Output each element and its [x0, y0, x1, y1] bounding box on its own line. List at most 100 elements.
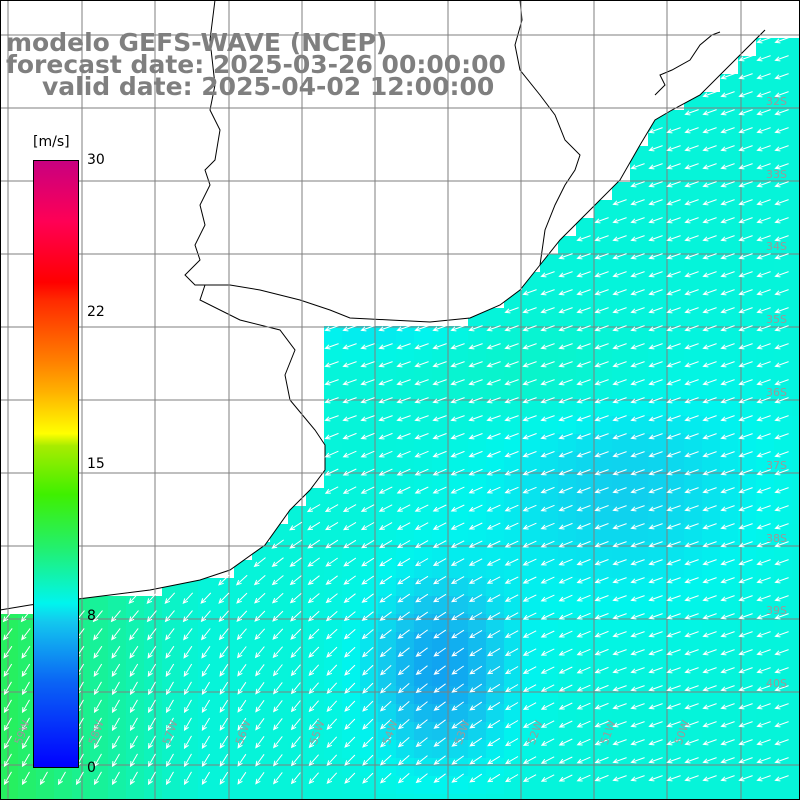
wind-speed-cell: [252, 686, 270, 704]
wind-arrow: [343, 593, 356, 604]
wind-arrow: [630, 757, 645, 764]
wind-arrow: [630, 613, 645, 620]
wind-speed-cell: [270, 758, 288, 776]
wind-arrow: [756, 613, 771, 620]
wind-speed-cell: [504, 524, 522, 542]
wind-speed-cell: [378, 452, 396, 470]
wind-arrow: [738, 73, 753, 80]
wind-arrow: [576, 738, 591, 746]
wind-arrow: [576, 433, 591, 440]
wind-arrow: [612, 487, 627, 494]
wind-arrow: [756, 541, 771, 548]
wind-arrow: [272, 736, 283, 749]
wind-arrow: [576, 253, 591, 260]
wind-speed-cell: [0, 686, 18, 704]
wind-speed-cell: [288, 722, 306, 740]
wind-arrow: [468, 486, 483, 494]
wind-arrow: [594, 595, 609, 602]
wind-arrow: [505, 702, 519, 711]
wind-arrow: [756, 379, 771, 386]
wind-arrow: [397, 557, 411, 567]
wind-arrow: [486, 486, 501, 494]
wind-arrow: [129, 735, 138, 750]
wind-arrow: [756, 55, 771, 62]
wind-speed-cell: [378, 542, 396, 560]
wind-speed-cell: [72, 794, 90, 800]
lagoon-outline: [654, 31, 721, 96]
wind-arrow: [290, 628, 302, 640]
wind-arrow: [774, 37, 789, 44]
wind-arrow: [648, 163, 663, 170]
wind-speed-cell: [252, 578, 270, 596]
wind-arrow: [558, 702, 573, 710]
wind-arrow: [558, 522, 573, 530]
wind-arrow: [360, 468, 375, 476]
wind-arrow: [378, 450, 393, 458]
colorbar-unit: [m/s]: [33, 134, 70, 150]
wind-arrow: [594, 325, 609, 332]
wind-speed-cell: [342, 686, 360, 704]
wind-arrow: [612, 631, 627, 638]
wind-arrow: [183, 663, 193, 677]
wind-arrow: [684, 271, 699, 278]
wind-arrow: [558, 451, 573, 458]
wind-speed-cell: [162, 614, 180, 632]
wind-arrow: [522, 576, 537, 584]
wind-arrow: [612, 469, 627, 476]
wind-speed-cell: [792, 110, 800, 128]
wind-speed-cell: [504, 740, 522, 758]
wind-speed-cell: [468, 650, 486, 668]
wind-arrow: [504, 468, 519, 476]
wind-arrow: [648, 325, 663, 332]
wind-arrow: [326, 664, 338, 676]
wind-arrow: [111, 735, 120, 750]
wind-arrow: [630, 343, 645, 350]
wind-arrow: [648, 541, 663, 548]
wind-arrow: [756, 487, 771, 494]
wind-speed-cell: [792, 218, 800, 236]
wind-arrow: [666, 433, 681, 440]
wind-arrow: [504, 666, 519, 675]
wind-arrow: [666, 775, 681, 782]
wind-arrow: [271, 592, 284, 604]
wind-speed-cell: [342, 704, 360, 722]
wind-speed-cell: [198, 740, 216, 758]
wind-arrow: [324, 397, 339, 404]
wind-arrow: [468, 361, 483, 368]
wind-arrow: [361, 575, 375, 585]
wind-speed-cell: [342, 488, 360, 506]
wind-arrow: [756, 325, 771, 332]
wind-arrow: [666, 415, 681, 422]
wind-arrow: [774, 253, 789, 260]
wind-arrow: [432, 558, 447, 566]
wind-arrow: [522, 684, 537, 692]
wind-arrow: [720, 613, 735, 620]
wind-arrow: [415, 683, 428, 694]
wind-arrow: [666, 667, 681, 674]
land-mask: [0, 0, 766, 611]
wind-arrow: [702, 541, 717, 548]
wind-arrow: [576, 702, 591, 710]
wind-arrow: [774, 271, 789, 278]
wind-arrow: [576, 361, 591, 368]
wind-speed-cell: [540, 632, 558, 650]
wind-arrow: [576, 235, 591, 242]
wind-arrow: [396, 468, 411, 476]
wind-speed-cell: [792, 776, 800, 794]
wind-arrow: [93, 663, 103, 677]
wind-arrow: [378, 522, 393, 530]
lat-label-34s: 34S: [766, 240, 787, 253]
wind-speed-cell: [144, 794, 162, 800]
wind-arrow: [702, 163, 717, 170]
wind-speed-cell: [522, 560, 540, 578]
wind-speed-cell: [468, 596, 486, 614]
wind-speed-cell: [180, 632, 198, 650]
wind-arrow: [360, 361, 375, 368]
wind-speed-cell: [270, 650, 288, 668]
wind-arrow: [630, 307, 645, 314]
wind-arrow: [255, 700, 265, 713]
wind-arrow: [540, 468, 555, 476]
wind-speed-cell: [540, 740, 558, 758]
wind-speed-cell: [180, 668, 198, 686]
wind-speed-cell: [108, 614, 126, 632]
